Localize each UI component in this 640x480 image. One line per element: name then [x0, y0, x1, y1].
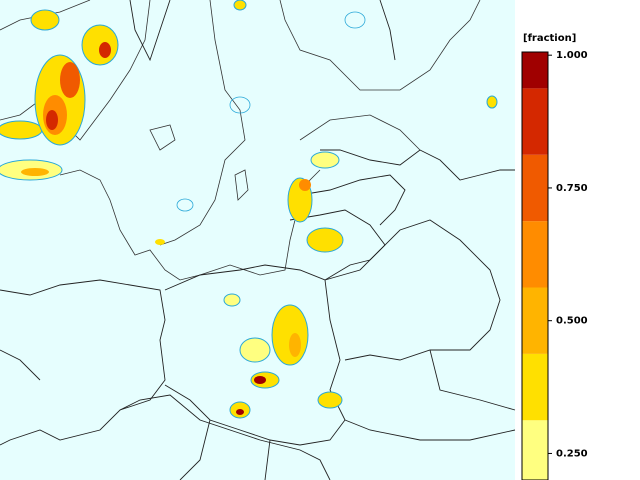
colorbar-tick-label: 0.750 [556, 183, 588, 194]
field-patches [0, 0, 498, 419]
colorbar-band [522, 52, 548, 89]
legend-title: [fraction] [523, 33, 576, 44]
colorbar-frame [521, 51, 549, 480]
colorbar-tick-label: 1.000 [556, 50, 588, 61]
colorbar-tick-label: 0.250 [556, 448, 588, 459]
colorbar-band [522, 420, 548, 480]
colorbar-band [522, 287, 548, 354]
colorbar-band [522, 221, 548, 288]
colorbar-band [522, 154, 548, 222]
colorbar-band [522, 353, 548, 421]
sea-background [0, 0, 515, 480]
colorbar-tick-label: 0.500 [556, 316, 588, 327]
coastlines [0, 0, 481, 281]
borders [0, 0, 516, 480]
colorbar [522, 52, 548, 480]
colorbar-band [522, 88, 548, 155]
